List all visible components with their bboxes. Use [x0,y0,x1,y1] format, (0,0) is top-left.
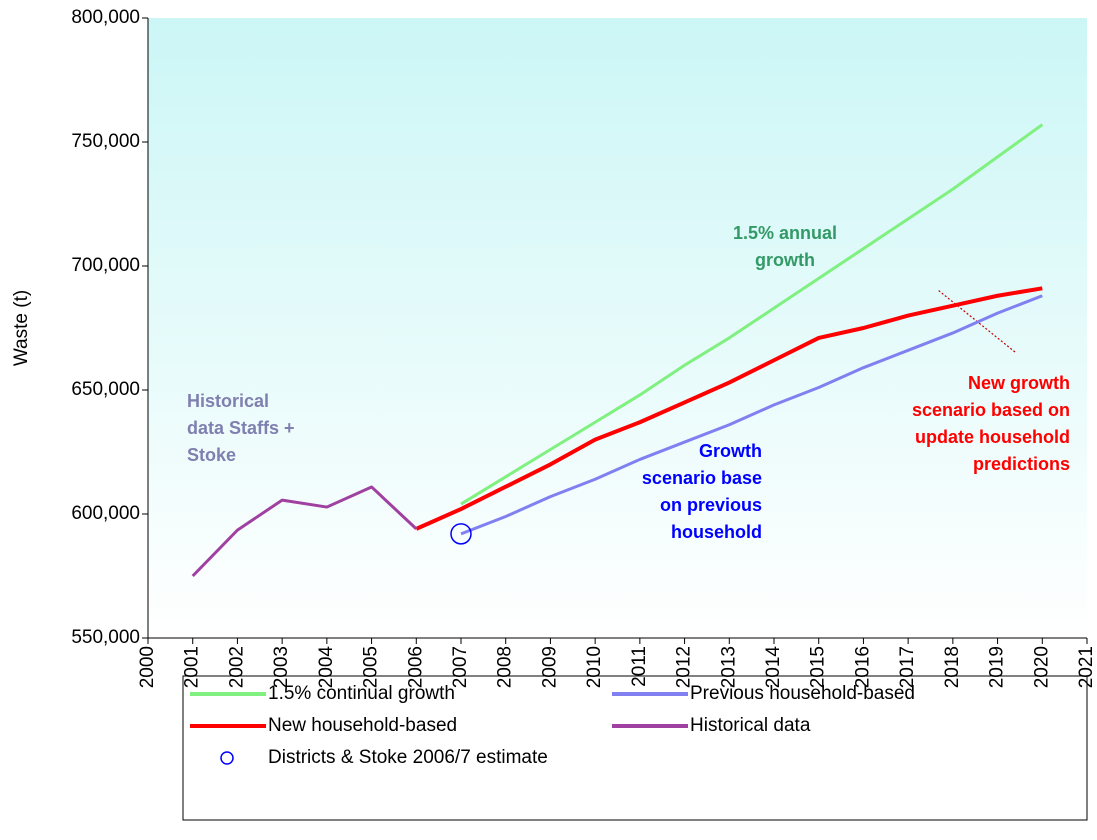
annotation: scenario based on [912,400,1070,420]
annotation: scenario base [642,468,762,488]
series-line [191,485,418,578]
annotation: household [671,522,762,542]
annotation: New growth [968,373,1070,393]
annotation: 1.5% annual [733,223,837,243]
legend-label: New household-based [268,715,457,736]
x-tick-label: 2013 [718,646,739,688]
x-tick-label: 2008 [495,646,516,688]
series-line [415,286,1043,531]
x-tick-label: 2019 [987,646,1008,688]
annotation: Historical [187,391,269,411]
plot-area [148,18,1087,638]
annotation: data Staffs + [187,418,295,438]
legend-marker [220,751,234,765]
annotation: Stoke [187,445,236,465]
annotation: growth [755,250,815,270]
estimate-marker [450,523,472,545]
x-tick-label: 2011 [629,646,650,687]
x-tick-label: 2014 [763,646,784,689]
x-tick-label: 2010 [584,646,605,688]
y-tick-label: 650,000 [71,379,140,400]
legend-label: Historical data [690,715,811,736]
x-tick-label: 2004 [316,646,337,689]
x-tick-label: 2016 [852,646,873,688]
x-tick-label: 2000 [137,646,158,688]
x-tick-label: 2015 [808,646,829,688]
annotation: on previous [660,495,762,515]
annotation: predictions [973,454,1070,474]
x-tick-label: 2009 [539,646,560,688]
annotation: update household [915,427,1070,447]
legend [182,675,1088,821]
x-tick-label: 2001 [182,646,203,688]
x-tick-label: 2012 [674,646,695,688]
legend-label: Previous household-based [690,683,915,704]
y-tick-label: 550,000 [71,627,140,648]
series-line [460,294,1043,536]
x-tick-label: 2021 [1076,646,1097,688]
x-tick-label: 2020 [1031,646,1052,688]
y-tick-label: 800,000 [71,7,140,28]
x-tick-label: 2005 [361,646,382,688]
legend-label: Districts & Stoke 2006/7 estimate [268,747,548,768]
x-tick-label: 2017 [897,646,918,688]
legend-label: 1.5% continual growth [268,683,455,704]
y-axis-label: Waste (t) [11,290,32,366]
x-tick-label: 2006 [405,646,426,688]
y-tick-label: 700,000 [71,255,140,276]
x-tick-label: 2002 [226,646,247,688]
x-tick-label: 2007 [450,646,471,688]
x-tick-label: 2003 [271,646,292,688]
annotation: Growth [699,441,762,461]
x-tick-label: 2018 [942,646,963,688]
y-tick-label: 750,000 [71,131,140,152]
series-line [460,123,1044,506]
y-tick-label: 600,000 [71,503,140,524]
